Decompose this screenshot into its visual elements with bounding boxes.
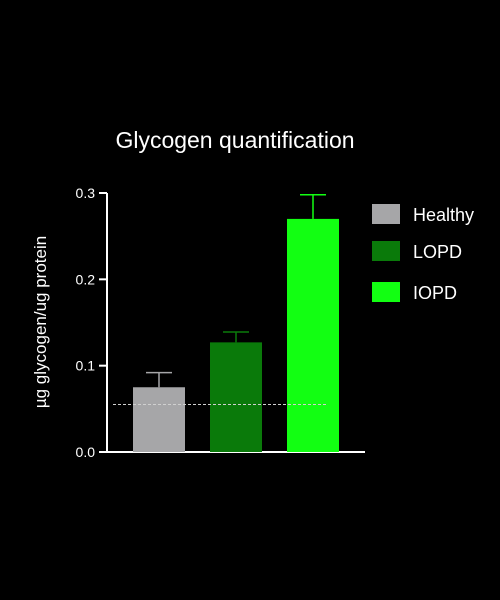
y-axis-label: µg glycogen/ug protein — [31, 236, 50, 408]
legend: Healthy LOPD IOPD — [372, 204, 474, 303]
y-tick-label: 0.0 — [76, 444, 96, 460]
y-tick-label: 0.3 — [76, 185, 96, 201]
legend-swatch-lopd — [372, 241, 400, 261]
chart-title: Glycogen quantification — [115, 127, 354, 153]
legend-swatch-healthy — [372, 204, 400, 224]
plot-area: 0.0 0.1 0.2 0.3 — [76, 185, 365, 460]
legend-label-iopd: IOPD — [413, 283, 457, 303]
legend-swatch-iopd — [372, 282, 400, 302]
y-tick-label: 0.1 — [76, 358, 96, 374]
y-tick-label: 0.2 — [76, 271, 96, 287]
bar-healthy — [133, 387, 185, 452]
legend-label-lopd: LOPD — [413, 242, 462, 262]
bar-lopd — [210, 342, 262, 452]
legend-label-healthy: Healthy — [413, 205, 474, 225]
bar-iopd — [287, 218, 339, 452]
